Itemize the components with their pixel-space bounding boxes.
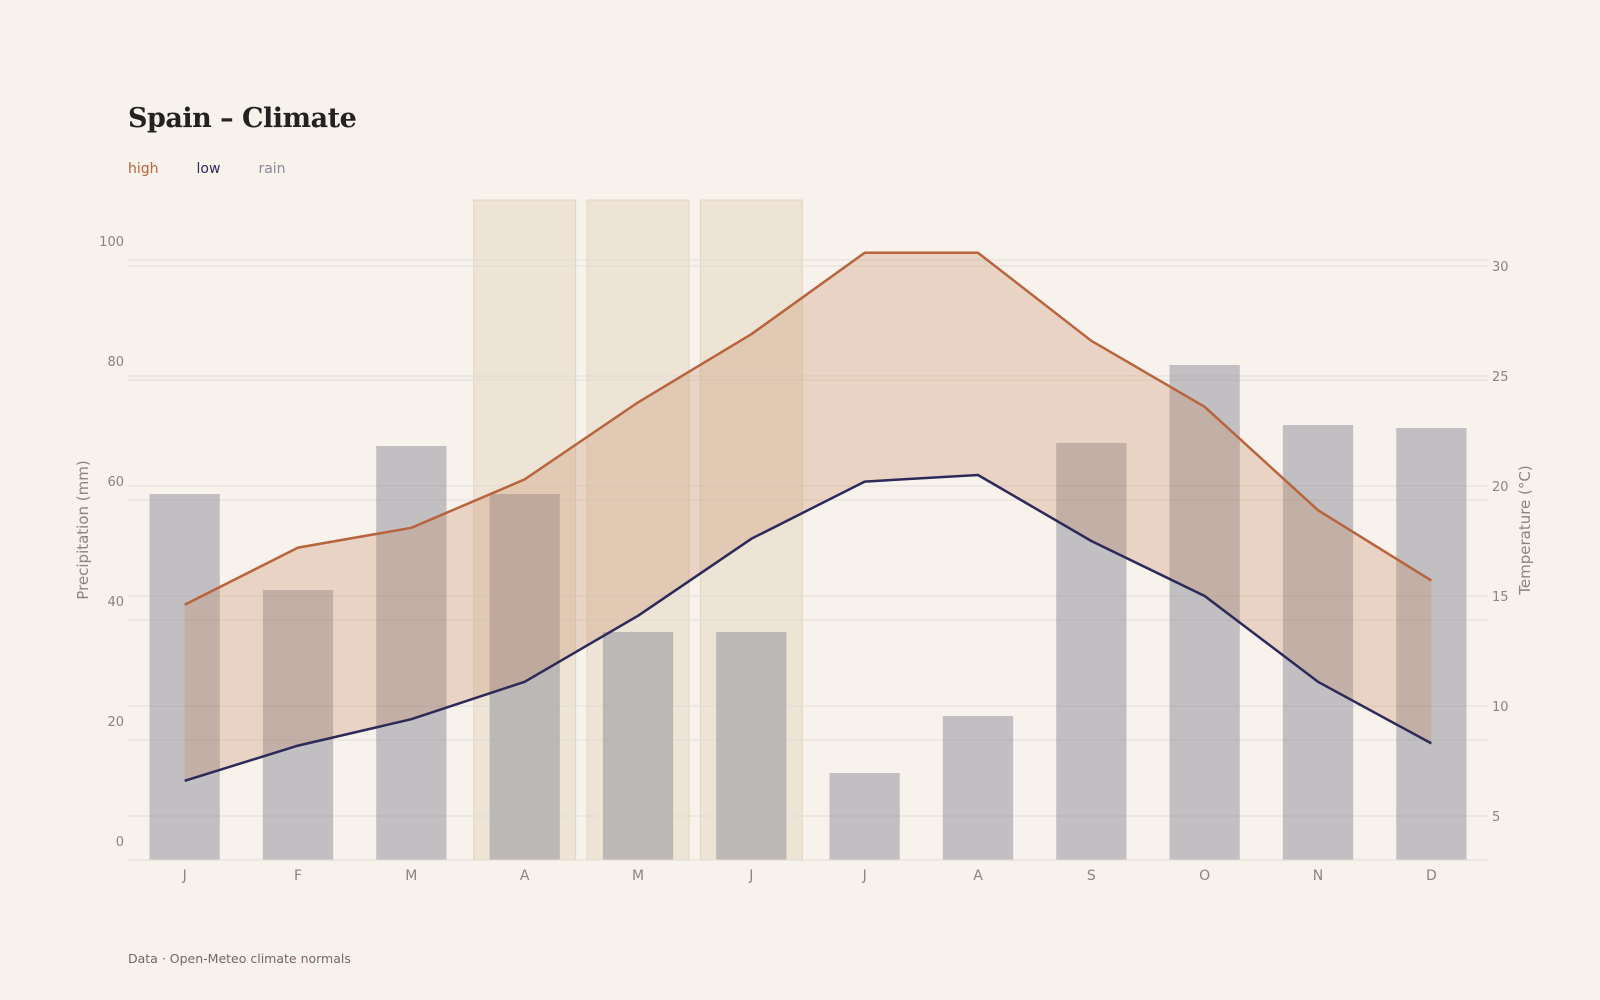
y-tick-label-left: 80: [107, 355, 124, 370]
legend-item-low: low: [196, 161, 221, 177]
y-tick-label-left: 20: [107, 715, 124, 730]
y-tick-label-right: 25: [1492, 370, 1509, 385]
rain-bar: [1056, 443, 1127, 860]
y-tick-label-left: 0: [116, 835, 124, 850]
rain-bar: [489, 494, 560, 860]
y-tick-label-right: 20: [1492, 480, 1509, 495]
y-tick-label-right: 30: [1492, 260, 1509, 275]
x-tick-label: F: [294, 868, 302, 884]
x-tick-label: A: [973, 868, 983, 884]
y-tick-label-left: 60: [107, 475, 124, 490]
y-axis-title-right: Temperature (°C): [1516, 465, 1534, 595]
x-tick-label: M: [632, 868, 644, 884]
y-tick-label-left: 40: [107, 595, 124, 610]
y-tick-label-right: 15: [1492, 590, 1509, 605]
high-temperature-line: [184, 251, 1432, 606]
x-tick-label: J: [862, 868, 867, 884]
rain-bar: [602, 632, 674, 860]
rain-bar: [376, 446, 447, 860]
legend-item-rain: rain: [258, 161, 286, 177]
x-tick-label: N: [1313, 868, 1323, 884]
y-tick-label-right: 10: [1492, 700, 1509, 715]
x-tick-label: S: [1087, 868, 1096, 884]
rain-bar: [149, 494, 220, 860]
x-tick-label: J: [182, 868, 187, 884]
x-tick-label: M: [405, 868, 417, 884]
y-tick-label-left: 100: [99, 235, 124, 250]
chart-legend: high low rain: [128, 161, 286, 177]
rain-bar: [716, 632, 787, 860]
x-tick-label: J: [748, 868, 753, 884]
rain-bar: [1396, 428, 1467, 860]
rain-bar: [1282, 425, 1354, 860]
rain-bar: [829, 773, 900, 860]
y-axis-title-left: Precipitation (mm): [74, 460, 92, 599]
low-temperature-line: [184, 473, 1432, 782]
rain-bar: [262, 590, 334, 860]
chart-title: Spain – Climate: [128, 103, 357, 134]
y-tick-label-right: 5: [1492, 810, 1500, 825]
data-source-note: Data · Open-Meteo climate normals: [128, 951, 351, 966]
x-tick-label: O: [1199, 868, 1210, 884]
rain-bar: [942, 716, 1014, 860]
x-tick-label: A: [520, 868, 530, 884]
legend-item-high: high: [128, 161, 159, 177]
x-tick-label: D: [1426, 868, 1437, 884]
temperature-range-band: [184, 252, 1432, 781]
